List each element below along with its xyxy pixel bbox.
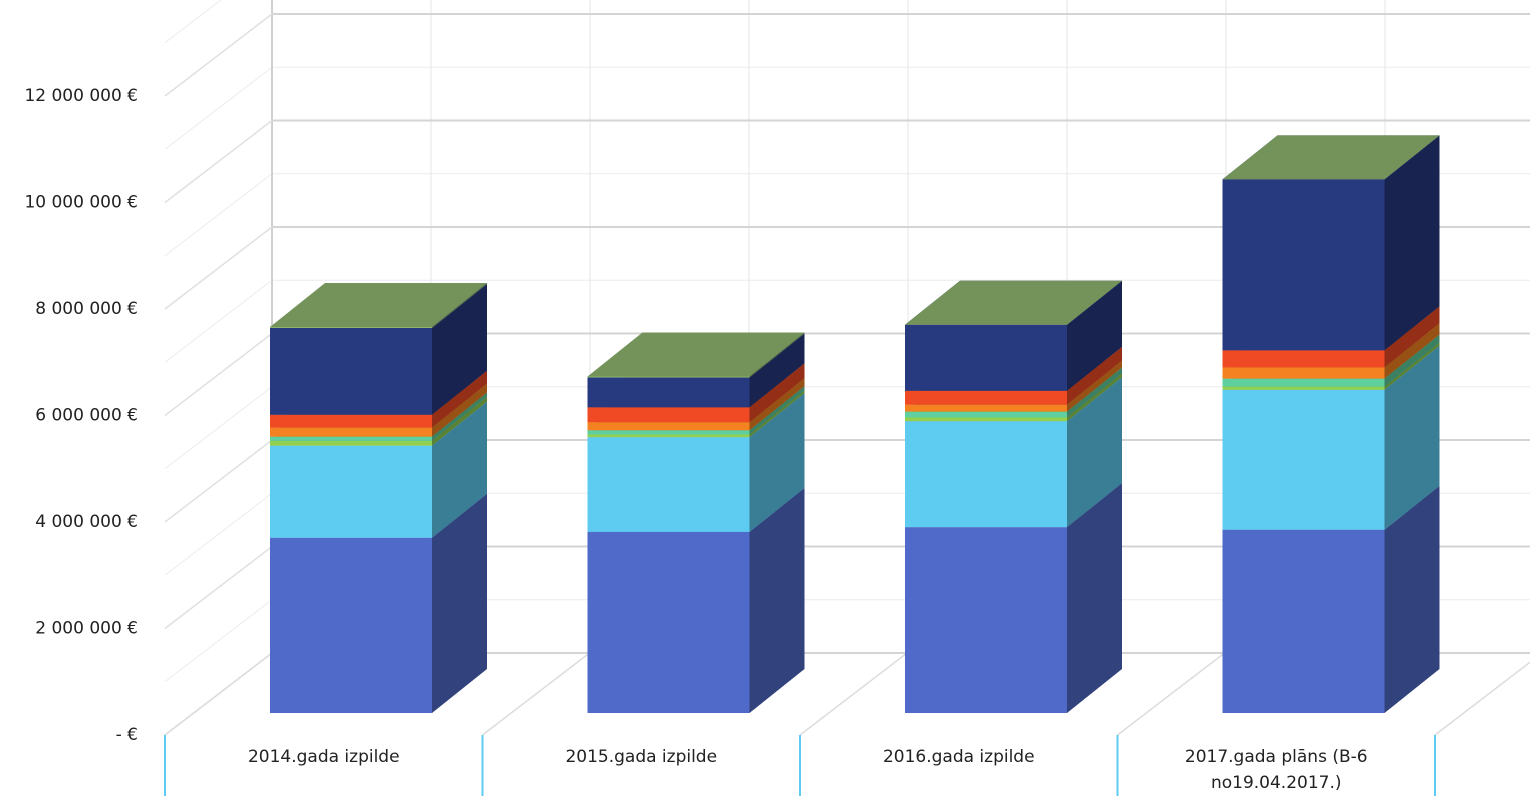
bar-side <box>1384 345 1440 530</box>
bar <box>905 421 1067 528</box>
bar <box>270 537 432 713</box>
bar-side <box>432 284 487 415</box>
bar-side <box>749 386 805 435</box>
side-grid-major <box>164 13 273 97</box>
bar-side <box>432 392 487 441</box>
bar-top <box>905 280 1122 325</box>
bar-side <box>749 332 805 378</box>
bar-side <box>1384 342 1440 390</box>
bar <box>270 445 432 538</box>
bar <box>905 404 1067 412</box>
bar-side <box>1067 377 1122 528</box>
x-tick-label: 2016.gada izpilde <box>882 747 1035 767</box>
bar <box>587 434 750 438</box>
y-tick-label: 12 000 000 € <box>24 86 138 106</box>
side-grid-major <box>164 332 273 417</box>
bar <box>905 417 1067 422</box>
bar-side <box>749 333 805 408</box>
side-grid-major <box>164 226 273 310</box>
bar-side <box>432 383 487 437</box>
floor-line <box>1117 652 1225 736</box>
bar-side <box>1067 373 1122 422</box>
bar <box>1222 386 1385 390</box>
bar <box>587 376 750 378</box>
bar <box>905 527 1067 713</box>
y-tick-label: - € <box>116 725 138 745</box>
side-grid-major <box>164 439 273 523</box>
bar-side <box>749 487 805 713</box>
floor-line <box>1434 661 1530 736</box>
bar-side <box>1384 306 1440 368</box>
bar <box>1222 367 1385 379</box>
bar-side <box>749 393 805 532</box>
bar-side <box>432 370 487 428</box>
side-grid <box>164 173 273 257</box>
side-grid-major <box>164 119 273 204</box>
bar <box>1222 179 1385 351</box>
bar <box>587 430 750 435</box>
bar <box>270 427 432 437</box>
y-tick-label: 4 000 000 € <box>35 512 138 532</box>
bar <box>270 328 432 415</box>
bar-side <box>1384 334 1440 387</box>
bar-side <box>1067 346 1122 405</box>
bar <box>905 411 1067 418</box>
side-grid <box>164 0 222 44</box>
bar-side <box>1384 485 1440 713</box>
bar <box>587 377 750 408</box>
bar-side <box>432 396 487 446</box>
y-tick-label: 8 000 000 € <box>35 299 138 319</box>
bar-top <box>1222 135 1440 180</box>
bar-side <box>749 363 805 423</box>
bar <box>587 531 750 713</box>
side-grid <box>164 66 273 150</box>
bar <box>270 414 432 428</box>
bar <box>1222 378 1385 387</box>
bar-side <box>1384 323 1440 379</box>
bar <box>905 324 1067 391</box>
bar-top <box>587 332 805 377</box>
bar <box>270 440 432 446</box>
floor-line <box>164 652 273 736</box>
bar <box>1222 389 1385 530</box>
y-tick-label: 10 000 000 € <box>24 193 138 213</box>
bar-top <box>270 282 487 327</box>
bar <box>270 326 432 329</box>
bar-side <box>1067 280 1122 391</box>
bar-side <box>749 390 805 438</box>
bar-side <box>749 378 805 431</box>
bar <box>587 407 750 423</box>
bar-side <box>1067 360 1122 412</box>
bar <box>1222 350 1385 368</box>
side-grid <box>164 279 273 363</box>
bar-side <box>432 493 487 713</box>
bar-side <box>432 282 487 329</box>
bar-side <box>1384 135 1440 351</box>
side-grid <box>164 386 273 470</box>
side-grid <box>164 492 273 576</box>
bar <box>587 422 750 431</box>
bar-side <box>1067 367 1122 418</box>
floor-line <box>799 652 908 736</box>
side-grid-major <box>164 545 273 630</box>
bar <box>1222 529 1385 713</box>
bar <box>270 436 432 441</box>
bar <box>587 437 750 532</box>
y-tick-label: 6 000 000 € <box>35 406 138 426</box>
x-tick-label: 2014.gada izpilde <box>247 747 400 767</box>
x-tick-label: 2017.gada plāns (B-6 no19.04.2017.) <box>1184 747 1368 793</box>
side-grid <box>164 599 273 683</box>
y-tick-label: 2 000 000 € <box>35 619 138 639</box>
x-tick-label: 2015.gada izpilde <box>565 747 718 767</box>
floor-line <box>482 652 590 736</box>
bar-side <box>432 401 487 538</box>
bar-side <box>1067 483 1122 713</box>
bar <box>905 390 1067 405</box>
